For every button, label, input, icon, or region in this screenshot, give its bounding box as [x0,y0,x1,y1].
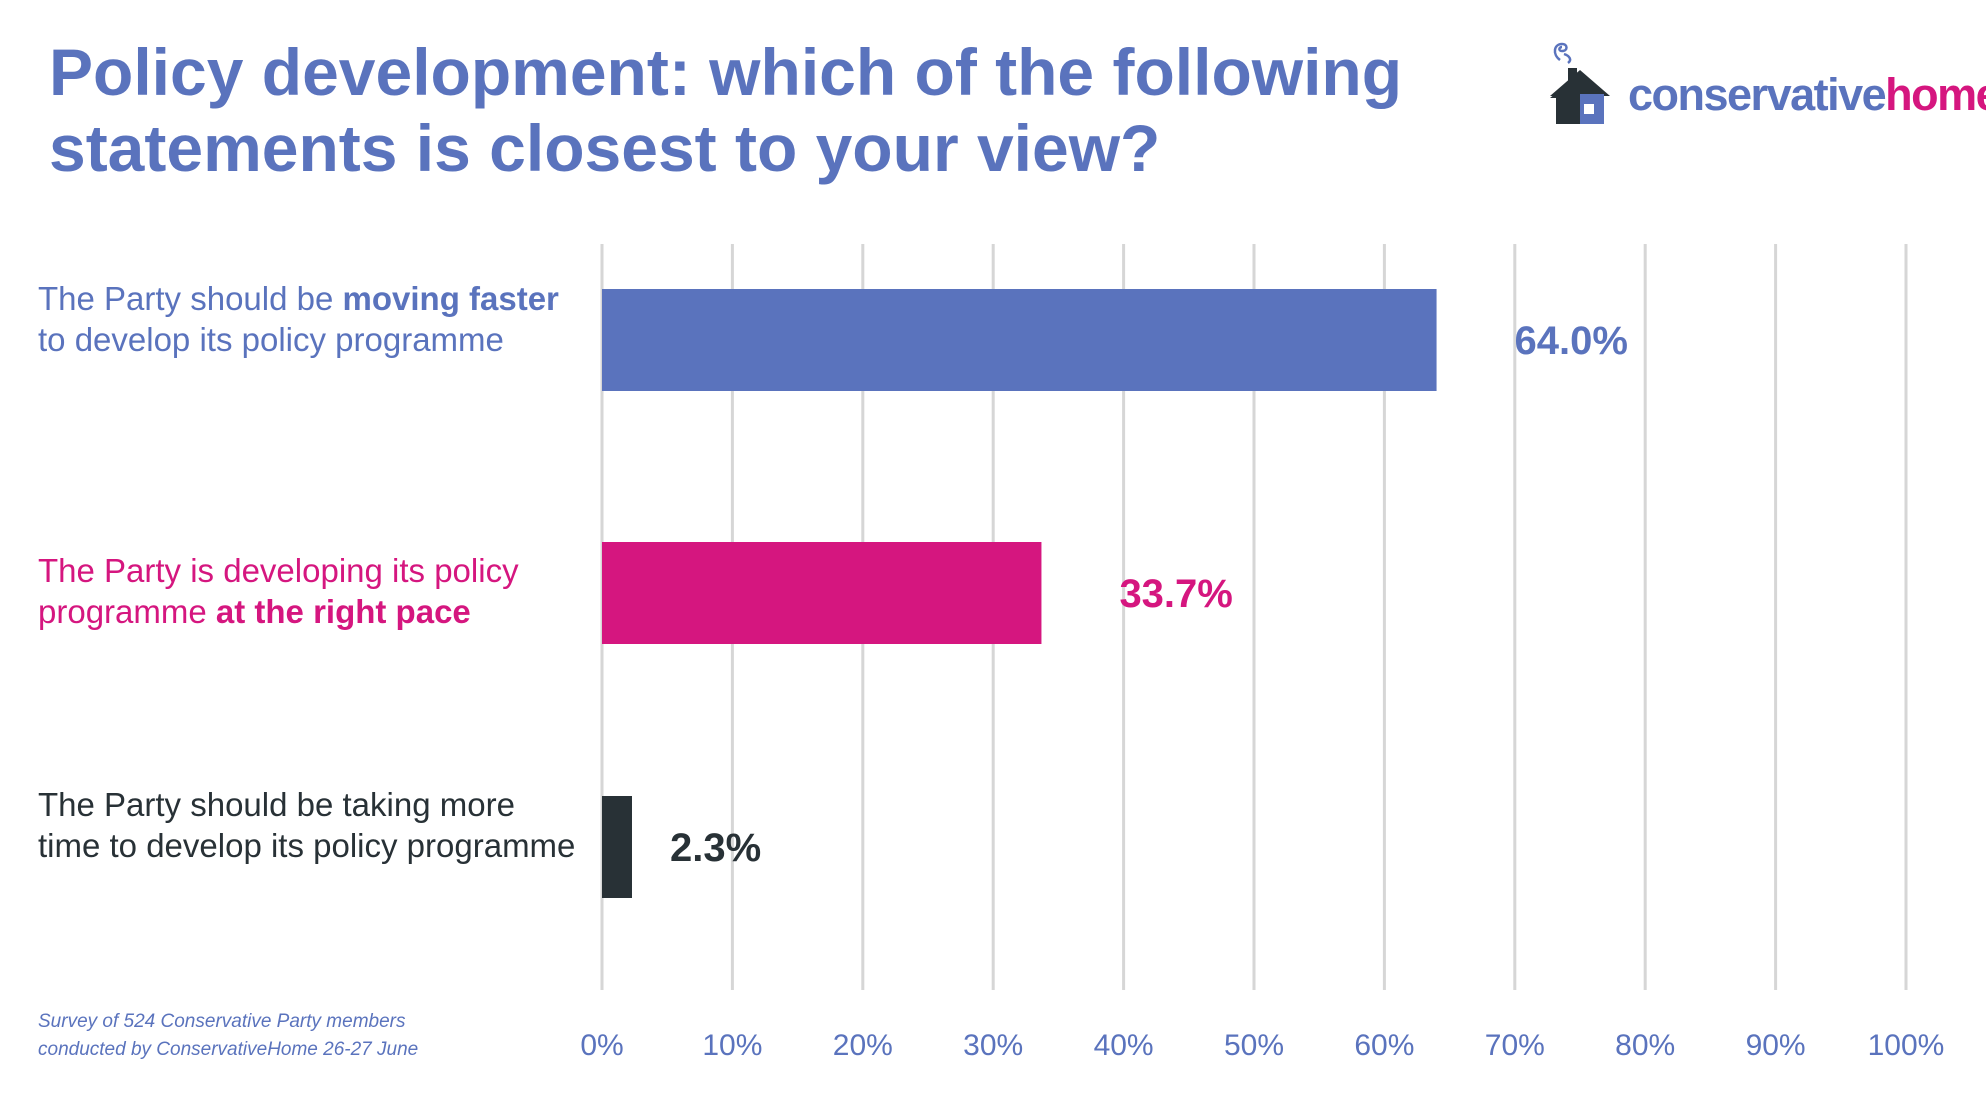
x-tick-label: 60% [1354,1029,1414,1062]
survey-note-line2: conducted by ConservativeHome 26-27 June [38,1039,419,1060]
logo-text: conservativehome [1628,70,1986,120]
category-label-text: to develop its policy programme [38,321,504,358]
category-label: The Party should be moving faster to dev… [38,278,578,360]
bar-value-label: 2.3% [670,826,761,870]
bar-value-label: 33.7% [1119,572,1232,616]
category-label-emphasis: at the right pace [215,593,471,630]
x-tick-label: 40% [1094,1029,1154,1062]
survey-note: Survey of 524 Conservative Party members… [38,1008,418,1064]
category-label: The Party is developing its policy progr… [38,550,578,632]
category-label: The Party should be taking more time to … [38,784,578,866]
logo: conservativehome [1540,38,1986,138]
x-tick-label: 0% [580,1029,623,1062]
logo-text-part1: conservative [1628,69,1887,120]
x-tick-label: 30% [963,1029,1023,1062]
bar [602,796,632,898]
x-tick-label: 70% [1485,1029,1545,1062]
survey-note-line1: Survey of 524 Conservative Party members [38,1011,406,1032]
category-label-text: The Party should be taking more time to … [38,786,576,864]
x-tick-label: 10% [702,1029,762,1062]
bar [602,542,1042,644]
x-tick-label: 20% [833,1029,893,1062]
x-tick-label: 50% [1224,1029,1284,1062]
x-tick-label: 80% [1615,1029,1675,1062]
category-label-emphasis: moving faster [342,280,559,317]
category-label-text: The Party should be [38,280,343,317]
bar [602,289,1437,391]
bar-value-label: 64.0% [1515,319,1628,363]
logo-text-part2: home [1885,69,1986,120]
x-tick-label: 100% [1868,1029,1945,1062]
chart-title: Policy development: which of the followi… [49,35,1403,185]
category-label-text: The Party is developing its policy progr… [38,552,519,630]
x-tick-label: 90% [1746,1029,1806,1062]
house-icon [1550,42,1610,124]
